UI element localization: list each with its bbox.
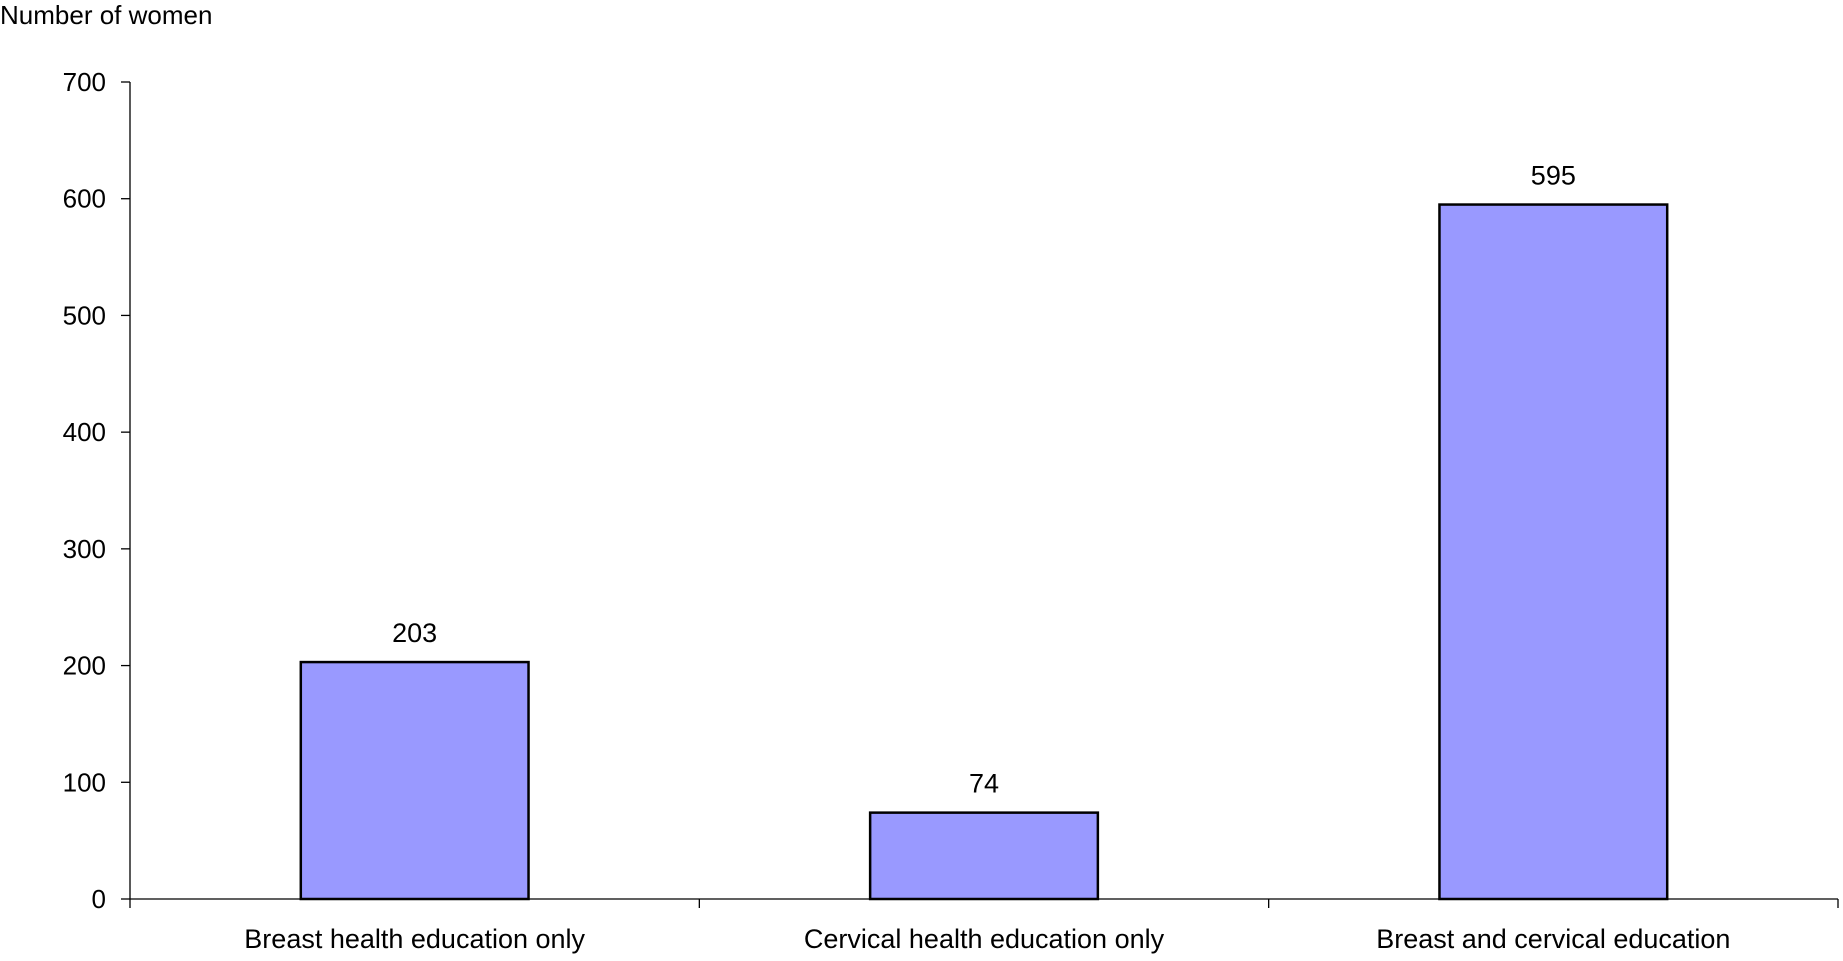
y-tick-label: 200 [63,651,106,681]
bar [299,660,530,901]
category-label: Breast health education only [244,924,585,954]
bar [1438,203,1669,901]
y-tick-label: 500 [63,300,106,330]
y-axis-title: Number of women [0,0,212,30]
y-tick-label: 400 [63,417,106,447]
category-label: Breast and cervical education [1376,924,1730,954]
y-tick-label: 0 [92,884,106,914]
y-tick-label: 300 [63,534,106,564]
category-label: Cervical health education only [804,924,1165,954]
data-label: 203 [392,618,437,648]
y-tick-label: 600 [63,184,106,214]
data-label: 74 [969,769,999,799]
bar [868,811,1100,901]
y-tick-label: 700 [63,67,106,97]
labels: 203 Breast health education only 74 Cervica… [244,161,1730,954]
data-label: 595 [1531,161,1576,191]
y-tick-label: 100 [63,767,106,797]
bars [299,203,1669,901]
